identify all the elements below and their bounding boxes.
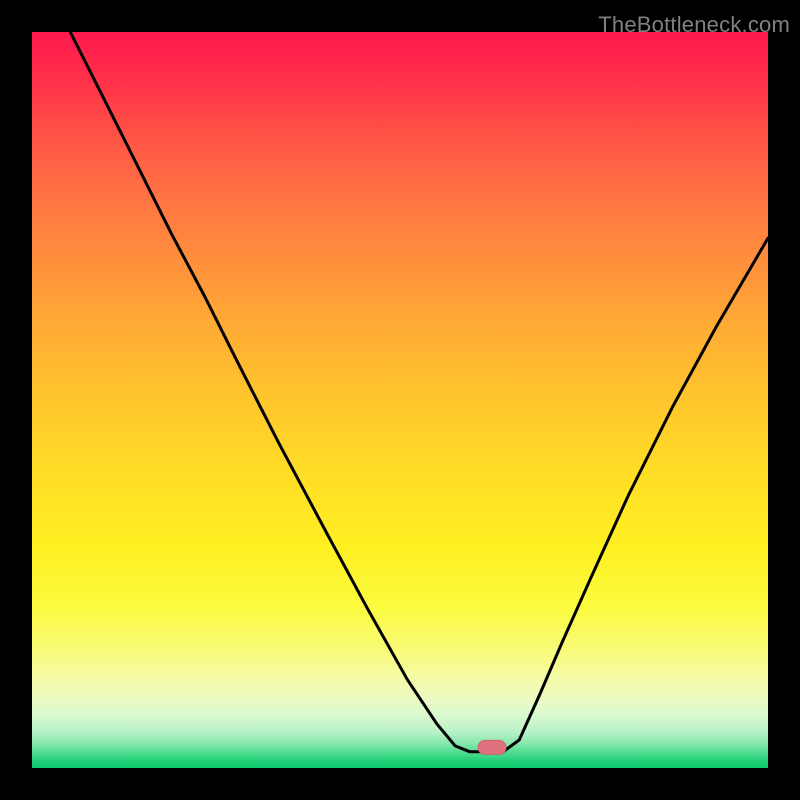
- bottleneck-chart: [0, 0, 800, 800]
- watermark-label: TheBottleneck.com: [598, 12, 790, 38]
- chart-container: TheBottleneck.com: [0, 0, 800, 800]
